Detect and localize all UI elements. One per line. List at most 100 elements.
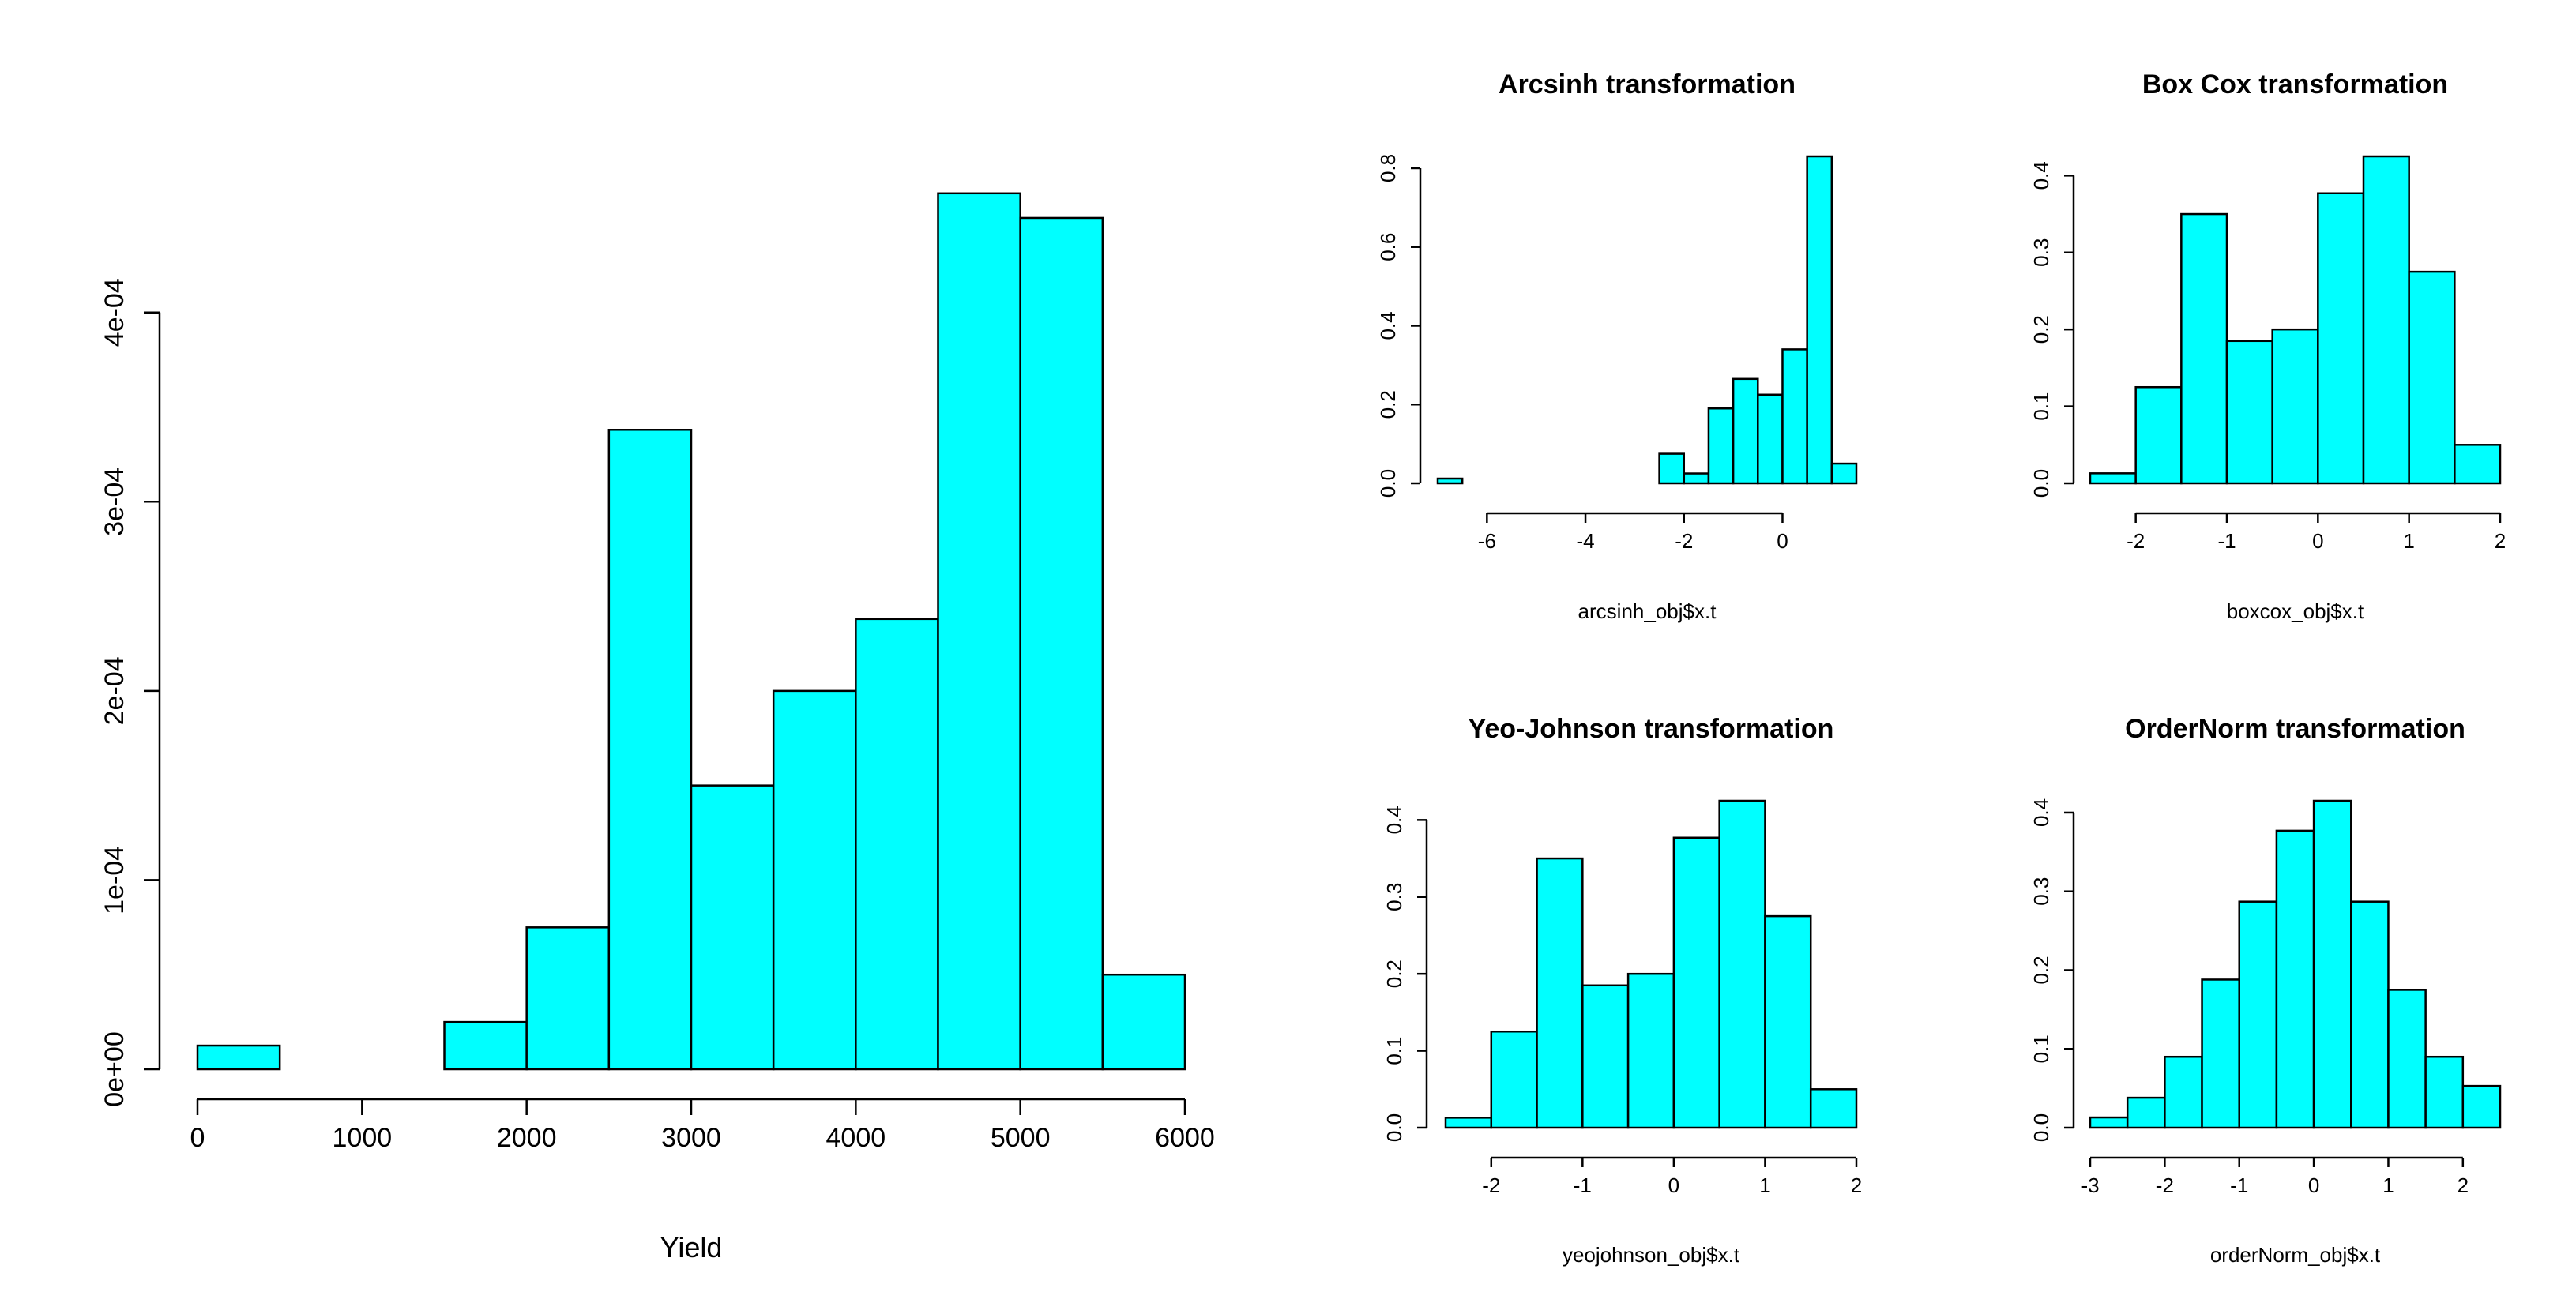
yield-bar [443, 1020, 528, 1071]
yield-x-tick-label: 0 [190, 1123, 205, 1153]
boxcox-bar [2225, 340, 2273, 485]
boxcox-bar [2134, 385, 2183, 485]
boxcox-bar [2362, 155, 2410, 485]
yeojohnson-bar [1536, 857, 1584, 1129]
arcsinh-bar [1757, 393, 1784, 485]
yield-x-tick-label: 5000 [991, 1123, 1051, 1153]
ordernorm-bar [2238, 900, 2278, 1129]
yield-x-tick-label: 3000 [661, 1123, 721, 1153]
boxcox-bar [2408, 270, 2456, 485]
ordernorm-bar [2312, 799, 2352, 1129]
arcsinh-y-tick-label: 0.2 [1376, 390, 1400, 419]
boxcox-x-tick-label: -2 [2127, 529, 2145, 553]
yield-bar [607, 429, 693, 1071]
yeojohnson-bar [1718, 799, 1766, 1129]
boxcox-y-tick-label: 0.3 [2029, 238, 2053, 267]
yeojohnson-x-axis-label: yeojohnson_obj$x.t [1563, 1243, 1740, 1267]
ordernorm-y-tick-label: 0.3 [2029, 877, 2053, 906]
boxcox-y-tick-label: 0.2 [2029, 315, 2053, 344]
yield-bar [525, 926, 611, 1071]
ordernorm-chart-title: OrderNorm transformation [2125, 714, 2465, 744]
yeojohnson-bar [1444, 1117, 1493, 1129]
boxcox-x-tick-label: 0 [2312, 529, 2323, 553]
yeojohnson-y-tick-label: 0.2 [1382, 959, 1406, 988]
arcsinh-y-tick-label: 0.6 [1376, 233, 1400, 261]
ordernorm-bar [2461, 1084, 2502, 1129]
boxcox-histogram-panel: -2 -1 0 1 2 0.0 0.1 0.2 0.3 0.4 boxcox_obj$x.t Box … [2029, 69, 2506, 623]
arcsinh-y-tick-label: 0.8 [1376, 154, 1400, 182]
boxcox-x-tick-label: 2 [2495, 529, 2506, 553]
ordernorm-bar [2350, 900, 2390, 1129]
ordernorm-y-tick-label: 0.1 [2029, 1035, 2053, 1063]
ordernorm-bar [2201, 978, 2240, 1129]
yield-y-tick-label: 2e-04 [100, 656, 130, 725]
ordernorm-x-tick-label: 0 [2308, 1173, 2319, 1197]
yield-bar [690, 784, 775, 1071]
arcsinh-histogram-panel: -6 -4 -2 0 0.0 0.2 0.4 0.6 0.8 arcsinh_obj$x.t Arc… [1376, 69, 1858, 623]
arcsinh-x-axis-label: arcsinh_obj$x.t [1578, 599, 1717, 623]
boxcox-bar [2454, 444, 2502, 485]
ordernorm-x-tick-label: -1 [2230, 1173, 2248, 1197]
yeojohnson-x-tick-label: -2 [1482, 1173, 1500, 1197]
arcsinh-x-tick-label: -6 [1478, 529, 1496, 553]
arcsinh-chart-title: Arcsinh transformation [1499, 69, 1796, 100]
yield-x-tick-label: 6000 [1155, 1123, 1215, 1153]
boxcox-bar [2271, 328, 2319, 485]
yeojohnson-x-tick-label: 2 [1851, 1173, 1862, 1197]
ordernorm-y-tick-label: 0.0 [2029, 1113, 2053, 1142]
ordernorm-bar [2164, 1055, 2203, 1129]
yield-bar [1101, 973, 1186, 1071]
yeojohnson-x-tick-label: -1 [1574, 1173, 1592, 1197]
boxcox-x-tick-label: -1 [2217, 529, 2236, 553]
yield-y-tick-label: 3e-04 [100, 468, 130, 536]
ordernorm-bar [2089, 1116, 2129, 1129]
ordernorm-x-axis-label: orderNorm_obj$x.t [2210, 1243, 2381, 1267]
ordernorm-x-tick-label: -2 [2156, 1173, 2174, 1197]
boxcox-chart-title: Box Cox transformation [2142, 69, 2448, 100]
yield-y-tick-label: 1e-04 [100, 846, 130, 914]
boxcox-bar [2317, 192, 2365, 485]
arcsinh-x-tick-label: 0 [1777, 529, 1788, 553]
yeojohnson-bar [1626, 972, 1675, 1129]
yield-x-axis-label: Yield [660, 1231, 723, 1264]
yield-y-tick-label: 0e+00 [100, 1031, 130, 1107]
yield-bar [937, 192, 1021, 1071]
yeojohnson-x-tick-label: 0 [1668, 1173, 1679, 1197]
yeojohnson-bar [1581, 984, 1630, 1129]
yeojohnson-histogram-panel: -2 -1 0 1 2 0.0 0.1 0.2 0.3 0.4 yeojohnson_obj$x.t… [1382, 714, 1862, 1267]
ordernorm-histogram-panel: -3 -2 -1 0 1 2 0.0 0.1 0.2 0.3 0.4 orderNorm_obj$x.… [2029, 714, 2502, 1267]
yield-bar [1019, 216, 1104, 1071]
yeojohnson-bar [1809, 1088, 1858, 1129]
arcsinh-y-tick-label: 0.4 [1376, 311, 1400, 340]
arcsinh-bar [1436, 477, 1464, 485]
boxcox-bar [2180, 212, 2228, 485]
yeojohnson-y-tick-label: 0.0 [1382, 1113, 1406, 1142]
arcsinh-x-tick-label: -2 [1675, 529, 1693, 553]
ordernorm-bar [2424, 1055, 2465, 1129]
ordernorm-x-tick-label: 1 [2382, 1173, 2394, 1197]
yeojohnson-chart-title: Yeo-Johnson transformation [1469, 714, 1834, 744]
arcsinh-bar [1707, 407, 1735, 485]
arcsinh-bar [1732, 377, 1759, 485]
boxcox-y-tick-label: 0.1 [2029, 392, 2053, 421]
yield-bar [196, 1044, 281, 1071]
yeojohnson-x-tick-label: 1 [1759, 1173, 1770, 1197]
boxcox-y-tick-label: 0.0 [2029, 469, 2053, 498]
yield-x-tick-label: 1000 [333, 1123, 393, 1153]
yield-x-tick-label: 4000 [826, 1123, 886, 1153]
yield-y-tick-label: 4e-04 [100, 278, 130, 347]
arcsinh-bar [1806, 155, 1833, 485]
yeojohnson-bar [1490, 1030, 1538, 1129]
yield-bar [855, 618, 939, 1071]
arcsinh-bar [1781, 348, 1808, 485]
ordernorm-x-tick-label: -3 [2081, 1173, 2099, 1197]
yield-x-tick-label: 2000 [497, 1123, 557, 1153]
ordernorm-y-tick-label: 0.2 [2029, 956, 2053, 984]
yeojohnson-bar [1672, 836, 1720, 1129]
ordernorm-bar [2387, 989, 2427, 1129]
arcsinh-bar [1658, 452, 1686, 485]
arcsinh-y-tick-label: 0.0 [1376, 469, 1400, 498]
yield-bar [772, 689, 857, 1071]
yeojohnson-y-tick-label: 0.4 [1382, 805, 1406, 834]
